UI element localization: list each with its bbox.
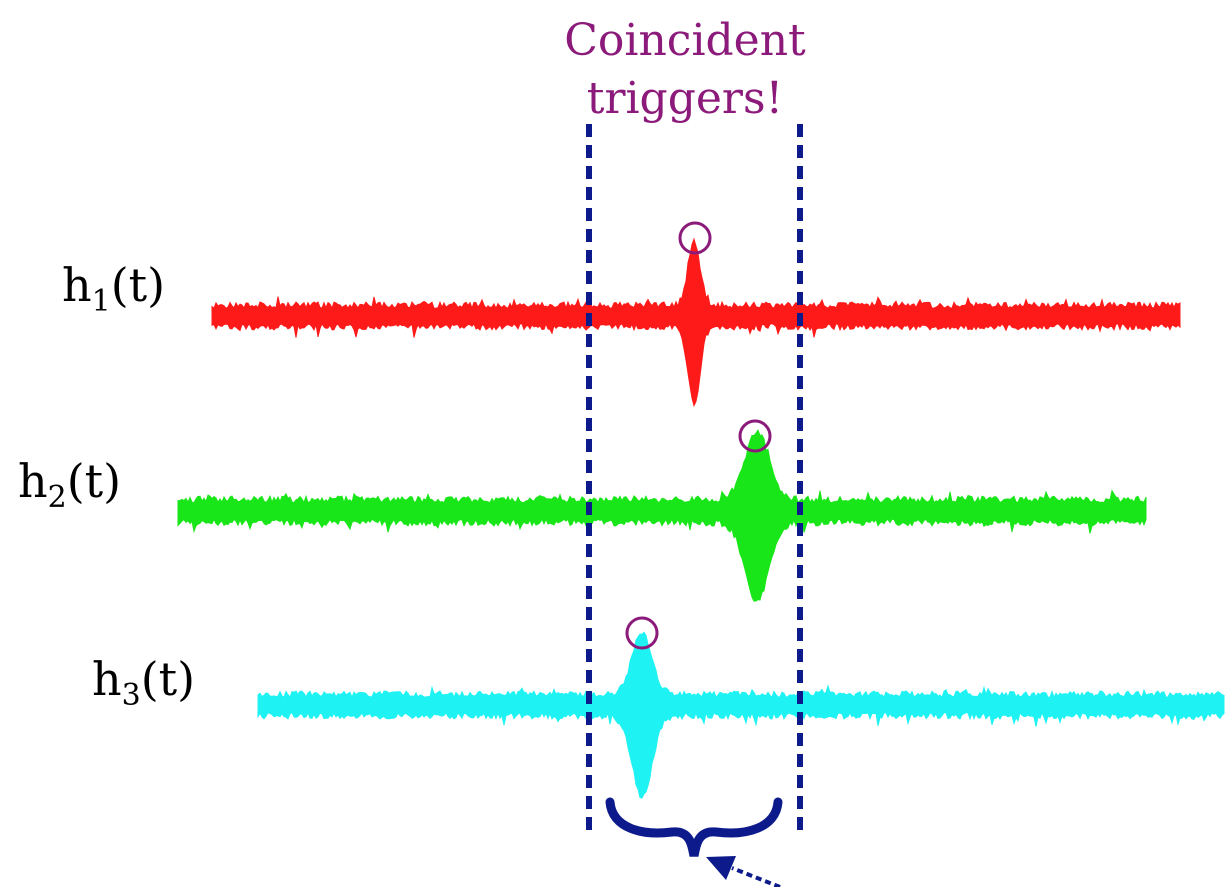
waveform-h3 xyxy=(257,631,1225,799)
channel-label-h2-base: h xyxy=(18,454,48,508)
channel-label-h1-suffix: (t) xyxy=(110,258,166,312)
channel-label-h1: h1(t) xyxy=(62,262,165,317)
channel-label-h3-sub: 3 xyxy=(121,678,141,713)
channel-label-h2: h2(t) xyxy=(18,458,121,513)
waveform-h2 xyxy=(177,429,1147,602)
channel-label-h1-sub: 1 xyxy=(91,284,111,319)
channel-label-h3: h3(t) xyxy=(92,656,195,711)
waveform-h1 xyxy=(211,237,1181,408)
trigger-marker-h1 xyxy=(678,221,712,255)
coincidence-brace xyxy=(605,797,783,857)
annotation-line-1: Coincident xyxy=(564,15,806,66)
channel-label-h1-base: h xyxy=(62,258,92,312)
channel-label-h3-base: h xyxy=(92,652,122,706)
trigger-marker-h3 xyxy=(625,616,659,650)
arrow-shaft xyxy=(731,866,781,887)
annotation-coincident-triggers: Coincident triggers! xyxy=(520,12,850,128)
channel-label-h2-sub: 2 xyxy=(47,480,67,515)
channel-label-h3-suffix: (t) xyxy=(140,652,196,706)
trigger-marker-h2 xyxy=(738,419,772,453)
arrow-head xyxy=(706,856,736,880)
annotation-line-2: triggers! xyxy=(586,73,784,124)
channel-label-h2-suffix: (t) xyxy=(66,454,122,508)
